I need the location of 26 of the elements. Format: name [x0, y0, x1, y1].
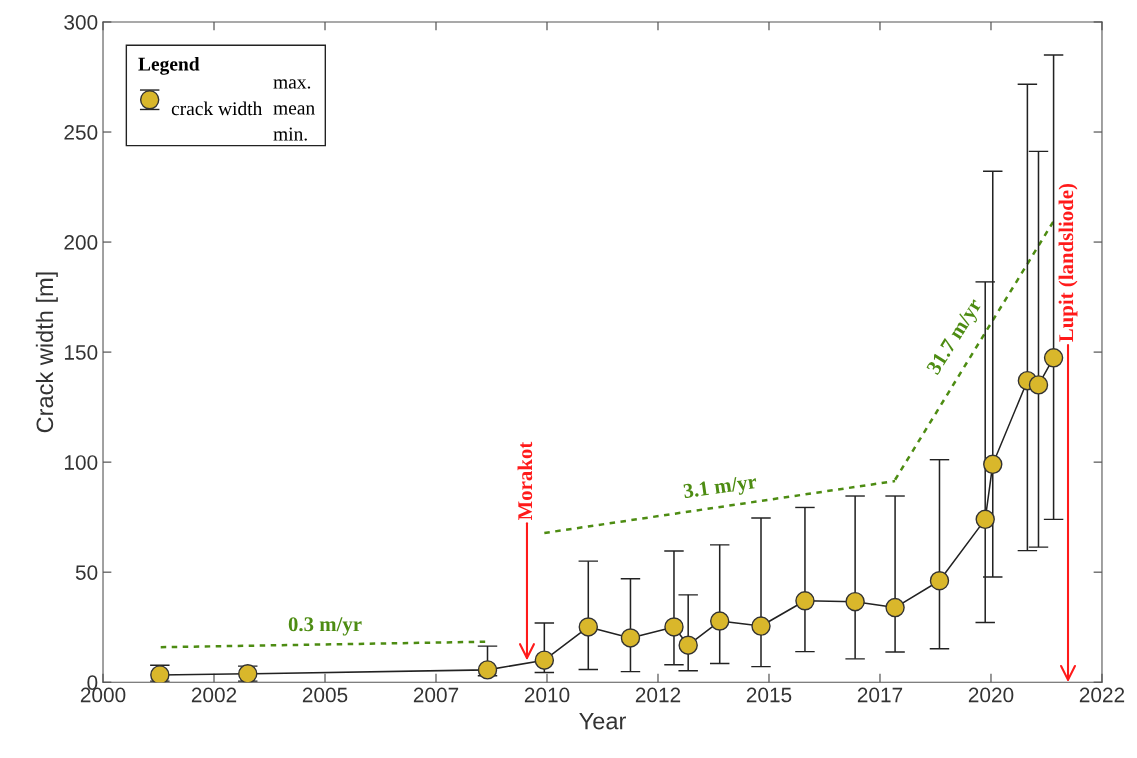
x-tick-label: 2007	[413, 687, 459, 703]
x-tick-label: 2015	[746, 687, 792, 703]
x-tick-label: 2020	[968, 687, 1014, 703]
annotation: max.	[273, 79, 311, 89]
y-tick-label: 50	[75, 565, 98, 580]
x-tick-label: 2022	[1079, 687, 1125, 703]
annotation: Lupit (landsliode)	[1058, 183, 1078, 342]
y-tick-label: 100	[64, 455, 98, 470]
y-tick-label: 250	[64, 125, 98, 140]
annotation: 0.3 m/yr	[288, 617, 362, 636]
x-tick-label: 2005	[302, 687, 348, 703]
y-tick-label: 150	[64, 345, 98, 360]
annotation: min.	[273, 127, 307, 141]
y-axis-title: Crack width [m]	[35, 272, 58, 433]
annotation: 3.1 m/yr	[683, 474, 758, 503]
x-tick-label: 2017	[857, 687, 903, 703]
y-tick-label: 300	[64, 14, 98, 30]
x-tick-label: 2002	[191, 687, 237, 703]
y-tick-label: 200	[64, 235, 98, 250]
x-tick-label: 2012	[635, 687, 681, 703]
legend-label: crack width	[171, 101, 263, 116]
x-axis-title: Year	[579, 712, 626, 730]
x-tick-label: 2010	[524, 687, 570, 703]
annotation: Morakot	[517, 441, 533, 521]
legend-title: Legend	[138, 56, 200, 75]
annotation: mean	[273, 105, 315, 115]
